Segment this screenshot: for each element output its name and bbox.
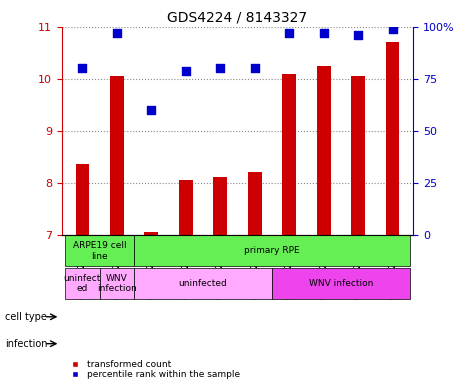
Point xyxy=(217,65,224,71)
FancyBboxPatch shape xyxy=(100,268,134,299)
FancyBboxPatch shape xyxy=(134,268,272,299)
Text: infection: infection xyxy=(5,339,47,349)
Bar xyxy=(179,180,193,235)
Point xyxy=(354,32,362,38)
Point xyxy=(79,65,86,71)
Text: primary RPE: primary RPE xyxy=(244,246,300,255)
Text: WNV
infection: WNV infection xyxy=(97,273,137,293)
Bar xyxy=(351,76,365,235)
Text: cell type: cell type xyxy=(5,312,47,322)
FancyBboxPatch shape xyxy=(65,268,100,299)
Text: uninfect
ed: uninfect ed xyxy=(64,273,101,293)
Text: ARPE19 cell
line: ARPE19 cell line xyxy=(73,241,126,260)
Point xyxy=(389,26,396,32)
Bar xyxy=(282,74,296,235)
Text: WNV infection: WNV infection xyxy=(309,279,373,288)
Point xyxy=(182,68,190,74)
Bar xyxy=(248,172,262,235)
Point xyxy=(320,30,327,36)
Title: GDS4224 / 8143327: GDS4224 / 8143327 xyxy=(167,10,308,24)
Bar xyxy=(144,232,158,235)
Point xyxy=(113,30,121,36)
Text: uninfected: uninfected xyxy=(179,279,228,288)
Point xyxy=(251,65,258,71)
Bar xyxy=(213,177,227,235)
FancyBboxPatch shape xyxy=(65,235,134,266)
Point xyxy=(285,30,293,36)
Legend: transformed count, percentile rank within the sample: transformed count, percentile rank withi… xyxy=(66,360,240,379)
FancyBboxPatch shape xyxy=(134,235,410,266)
Bar xyxy=(386,43,399,235)
Bar xyxy=(76,164,89,235)
Bar xyxy=(317,66,331,235)
FancyBboxPatch shape xyxy=(272,268,410,299)
Bar xyxy=(110,76,124,235)
Point xyxy=(148,107,155,113)
